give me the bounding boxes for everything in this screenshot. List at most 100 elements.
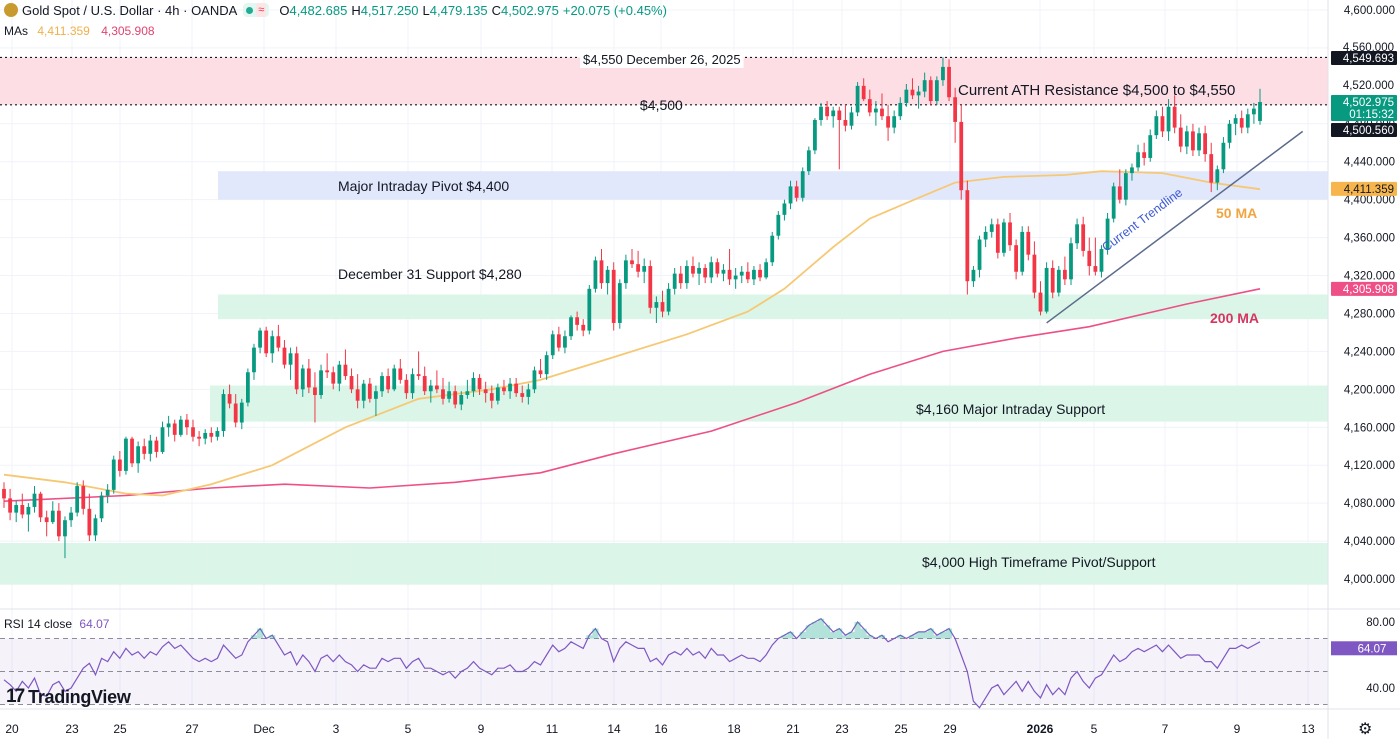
candle [1038, 281, 1043, 316]
candle [26, 503, 31, 532]
candle-body [977, 239, 982, 270]
rsi-tick-label: 40.00 [1366, 683, 1395, 695]
close-key: C [491, 2, 502, 18]
candle-body [245, 372, 250, 403]
candle [648, 260, 653, 314]
candle [142, 438, 147, 460]
candle-body [197, 436, 201, 439]
candle-body [453, 391, 458, 405]
candle-body [989, 224, 994, 232]
ma50-legend-value: 4,411.359 [37, 24, 90, 38]
candle [849, 106, 854, 130]
candle [124, 436, 128, 475]
candle-body [1044, 267, 1049, 312]
candle [8, 488, 12, 521]
candle-body [953, 97, 958, 122]
candle [32, 486, 37, 513]
price-tag-green: 4,502.975 [1343, 97, 1394, 109]
candle-body [203, 432, 208, 439]
zone-green [210, 385, 1328, 422]
ma200-legend-value: 4,305.908 [101, 24, 155, 38]
candle-body [922, 80, 927, 92]
candle-body [300, 368, 305, 390]
candle [294, 346, 299, 395]
candle-body [26, 506, 31, 515]
candle-body [617, 283, 622, 323]
candle [642, 258, 647, 284]
time-tick-label: 3 [333, 722, 340, 736]
candle-body [892, 116, 897, 128]
candle-body [1239, 118, 1244, 128]
candle-body [928, 80, 933, 102]
candle [191, 419, 195, 442]
symbol-title[interactable]: Gold Spot / U.S. Dollar · 4h · OANDA [22, 2, 238, 18]
candle [1117, 169, 1122, 204]
candle-body [1069, 243, 1073, 280]
candle-body [934, 80, 939, 102]
candle-body [1081, 224, 1086, 251]
low-value: 4,479.135 [429, 2, 488, 18]
rsi-legend[interactable]: RSI 14 close 64.07 [4, 617, 109, 631]
candle [947, 59, 951, 102]
candle-body [624, 260, 628, 284]
candle [130, 436, 134, 468]
high-key: H [351, 2, 361, 18]
candle [239, 398, 244, 430]
candle [111, 455, 116, 494]
candle-body [1252, 108, 1256, 115]
candle [916, 85, 921, 109]
candle-body [1154, 116, 1159, 136]
tradingview-logo[interactable]: 17 TradingView [6, 686, 131, 708]
candle [733, 267, 738, 289]
candle-body [1227, 123, 1232, 143]
candle [300, 364, 305, 397]
candle [1239, 110, 1244, 134]
tradingview-mark-icon: 17 [6, 686, 25, 707]
candle [441, 377, 445, 405]
candle [837, 106, 842, 170]
candle-body [44, 517, 49, 523]
time-tick-label: 25 [894, 722, 908, 736]
candle [459, 391, 464, 411]
candle [532, 366, 537, 394]
market-status-pill[interactable]: ≈ [243, 3, 270, 17]
price-tick-label: 4,200.000 [1344, 384, 1395, 396]
candle-body [1130, 167, 1134, 174]
candle-body [239, 402, 244, 423]
level-label-bg [580, 51, 744, 68]
candle [331, 366, 336, 390]
candle-body [191, 427, 195, 437]
candle-body [319, 370, 323, 396]
time-tick-label: 21 [786, 722, 800, 736]
candle [319, 364, 323, 399]
candle [660, 290, 665, 318]
candle-body [1093, 266, 1098, 272]
candle [575, 311, 580, 331]
candle [483, 381, 488, 403]
candle [965, 180, 970, 295]
candle-body [1215, 169, 1220, 183]
candle [374, 385, 378, 416]
candle-body [306, 368, 311, 388]
candle [99, 491, 104, 523]
candle-body [1123, 173, 1128, 200]
candle-body [1142, 152, 1147, 158]
candle [502, 379, 506, 396]
candle-body [806, 150, 811, 172]
candle [800, 167, 805, 202]
ma50-label: 50 MA [1216, 205, 1257, 221]
candle [197, 431, 201, 447]
zone-label-4000: $4,000 High Timeframe Pivot/Support [922, 554, 1156, 570]
candle-body [258, 330, 262, 348]
candle-body [489, 393, 494, 401]
mas-legend[interactable]: MAs 4,411.359 4,305.908 [4, 24, 155, 38]
trendline [1046, 130, 1304, 324]
settings-gear-icon[interactable]: ⚙ [1358, 721, 1373, 738]
candle [1160, 106, 1165, 138]
candle-body [282, 347, 287, 365]
candle-body [1038, 292, 1043, 312]
candle-body [581, 324, 586, 331]
candle-body [56, 510, 61, 537]
candle [306, 358, 311, 394]
